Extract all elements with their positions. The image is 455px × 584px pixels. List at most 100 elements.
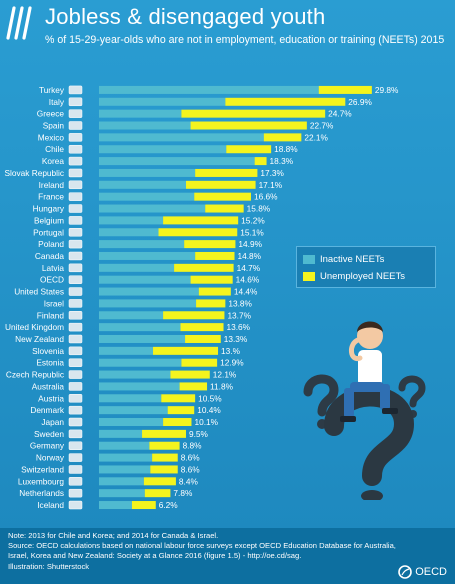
bar-unemployed bbox=[180, 323, 224, 332]
bar-inactive bbox=[99, 382, 180, 391]
bar-inactive bbox=[99, 334, 186, 343]
country-flag-icon bbox=[68, 358, 83, 367]
bar-inactive bbox=[99, 346, 154, 355]
note-source: Source: OECD calculations based on natio… bbox=[8, 541, 396, 561]
bar-inactive bbox=[99, 204, 206, 213]
bar-unemployed bbox=[198, 287, 231, 296]
total-value-label: 16.6% bbox=[254, 192, 278, 202]
country-flag-icon bbox=[68, 180, 83, 190]
category-label: Germany bbox=[30, 441, 65, 451]
country-flag-icon bbox=[68, 156, 83, 166]
bar-inactive bbox=[99, 121, 191, 130]
category-label: Hungary bbox=[33, 204, 65, 214]
bar-inactive bbox=[99, 275, 191, 284]
bar-unemployed bbox=[153, 346, 219, 355]
total-value-label: 22.1% bbox=[304, 132, 328, 142]
bar-unemployed bbox=[195, 168, 258, 177]
bar-unemployed bbox=[170, 370, 210, 379]
bar-inactive bbox=[99, 465, 151, 474]
bar-unemployed bbox=[194, 192, 251, 201]
total-value-label: 8.8% bbox=[183, 441, 203, 451]
bar-inactive bbox=[99, 406, 168, 415]
country-flag-icon bbox=[68, 441, 83, 450]
total-value-label: 14.9% bbox=[238, 239, 262, 249]
country-flag-icon bbox=[68, 133, 83, 142]
oecd-logo-icon bbox=[6, 6, 32, 40]
country-flag-icon bbox=[68, 144, 83, 154]
total-value-label: 13.8% bbox=[228, 298, 252, 308]
category-label: New Zealand bbox=[15, 334, 64, 344]
bar-unemployed bbox=[142, 429, 186, 438]
country-flag-icon bbox=[68, 263, 83, 273]
bar-unemployed bbox=[163, 418, 192, 427]
bar-inactive bbox=[99, 157, 255, 166]
note-illustration: Illustration: Shutterstock bbox=[8, 561, 90, 571]
category-label: Slovak Republic bbox=[5, 168, 65, 178]
bar-inactive bbox=[99, 358, 182, 367]
bar-inactive bbox=[99, 251, 196, 260]
bar-inactive bbox=[99, 216, 164, 225]
bar-unemployed bbox=[181, 109, 326, 118]
legend-item-unemployed: Unemployed NEETs bbox=[303, 270, 405, 282]
bar-inactive bbox=[99, 429, 143, 438]
country-flag-icon bbox=[68, 500, 83, 510]
bar-inactive bbox=[99, 180, 186, 189]
country-flag-icon bbox=[68, 465, 83, 474]
country-flag-icon bbox=[68, 216, 83, 225]
category-label: United Kingdom bbox=[5, 322, 64, 332]
country-flag-icon bbox=[68, 429, 83, 439]
category-label: Portugal bbox=[33, 227, 64, 237]
bar-unemployed bbox=[163, 216, 239, 225]
country-flag-icon bbox=[68, 121, 83, 130]
footer: Note: 2013 for Chile and Korea; and 2014… bbox=[0, 528, 455, 584]
bar-unemployed bbox=[190, 121, 307, 130]
category-label: Chile bbox=[45, 144, 64, 154]
bar-inactive bbox=[99, 418, 164, 427]
bar-unemployed bbox=[158, 228, 238, 237]
category-label: Canada bbox=[35, 251, 64, 261]
total-value-label: 14.8% bbox=[238, 251, 262, 261]
country-flag-icon bbox=[68, 346, 83, 356]
note-years: Note: 2013 for Chile and Korea; and 2014… bbox=[8, 531, 219, 540]
country-flag-icon bbox=[68, 417, 83, 427]
country-flag-icon bbox=[68, 85, 83, 95]
bar-unemployed bbox=[174, 263, 234, 272]
bar-unemployed bbox=[144, 489, 171, 498]
bar-inactive bbox=[99, 477, 144, 486]
country-flag-icon bbox=[68, 453, 83, 462]
country-flag-icon bbox=[68, 477, 83, 486]
chart-legend: Inactive NEETs Unemployed NEETs bbox=[296, 246, 436, 288]
category-label: Italy bbox=[49, 97, 65, 107]
bar-unemployed bbox=[150, 465, 178, 474]
bar-unemployed bbox=[163, 311, 225, 320]
legend-swatch-inactive bbox=[303, 254, 315, 264]
bar-unemployed bbox=[161, 394, 196, 403]
category-label: Slovenia bbox=[32, 346, 64, 356]
category-label: Korea bbox=[42, 156, 65, 166]
bar-unemployed bbox=[196, 299, 226, 308]
category-label: Poland bbox=[38, 239, 64, 249]
category-label: Israel bbox=[44, 298, 64, 308]
total-value-label: 29.8% bbox=[375, 85, 399, 95]
bar-inactive bbox=[99, 489, 145, 498]
bar-inactive bbox=[99, 85, 319, 94]
bar-inactive bbox=[99, 168, 196, 177]
total-value-label: 13.% bbox=[221, 346, 241, 356]
bar-unemployed bbox=[195, 251, 235, 260]
bar-inactive bbox=[99, 501, 132, 510]
total-value-label: 26.9% bbox=[348, 97, 372, 107]
category-label: Denmark bbox=[30, 405, 65, 415]
bar-unemployed bbox=[152, 453, 178, 462]
legend-label-inactive: Inactive NEETs bbox=[320, 253, 385, 265]
category-label: Austria bbox=[38, 393, 64, 403]
bar-unemployed bbox=[225, 97, 346, 106]
thinking-man-illustration bbox=[303, 321, 426, 500]
category-label: Norway bbox=[36, 453, 65, 463]
man-figure bbox=[340, 321, 398, 422]
category-label: Netherlands bbox=[19, 488, 64, 498]
chart-subtitle: % of 15-29-year-olds who are not in empl… bbox=[45, 34, 445, 46]
category-label: OECD bbox=[40, 275, 64, 285]
bar-unemployed bbox=[318, 85, 372, 94]
total-value-label: 8.6% bbox=[181, 453, 201, 463]
legend-item-inactive: Inactive NEETs bbox=[303, 253, 384, 265]
